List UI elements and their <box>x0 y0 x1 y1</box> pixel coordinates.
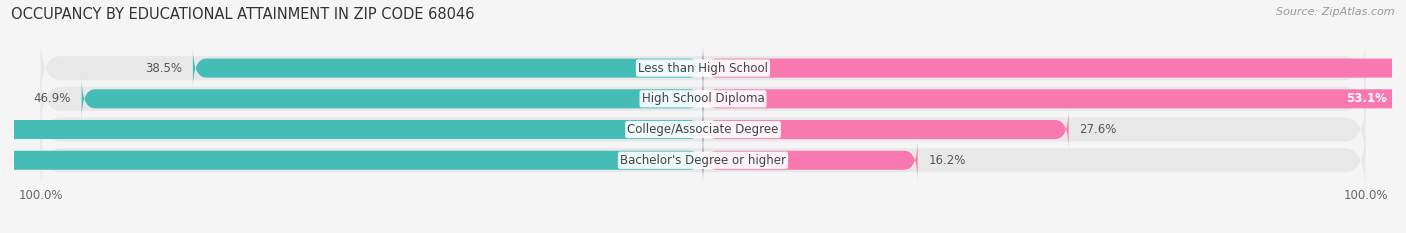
Text: 16.2%: 16.2% <box>928 154 966 167</box>
Text: Bachelor's Degree or higher: Bachelor's Degree or higher <box>620 154 786 167</box>
FancyBboxPatch shape <box>41 126 1365 194</box>
FancyBboxPatch shape <box>0 139 703 182</box>
Text: College/Associate Degree: College/Associate Degree <box>627 123 779 136</box>
Text: 46.9%: 46.9% <box>34 92 72 105</box>
FancyBboxPatch shape <box>703 78 1406 120</box>
Text: Less than High School: Less than High School <box>638 62 768 75</box>
FancyBboxPatch shape <box>41 65 1365 133</box>
Text: High School Diploma: High School Diploma <box>641 92 765 105</box>
FancyBboxPatch shape <box>82 78 703 120</box>
Text: Source: ZipAtlas.com: Source: ZipAtlas.com <box>1277 7 1395 17</box>
FancyBboxPatch shape <box>41 96 1365 164</box>
FancyBboxPatch shape <box>41 34 1365 102</box>
Text: 53.1%: 53.1% <box>1346 92 1386 105</box>
FancyBboxPatch shape <box>703 139 918 182</box>
FancyBboxPatch shape <box>0 108 703 151</box>
FancyBboxPatch shape <box>703 108 1069 151</box>
Text: OCCUPANCY BY EDUCATIONAL ATTAINMENT IN ZIP CODE 68046: OCCUPANCY BY EDUCATIONAL ATTAINMENT IN Z… <box>11 7 475 22</box>
Text: 38.5%: 38.5% <box>145 62 183 75</box>
FancyBboxPatch shape <box>193 47 703 89</box>
Text: 27.6%: 27.6% <box>1080 123 1116 136</box>
FancyBboxPatch shape <box>703 47 1406 89</box>
